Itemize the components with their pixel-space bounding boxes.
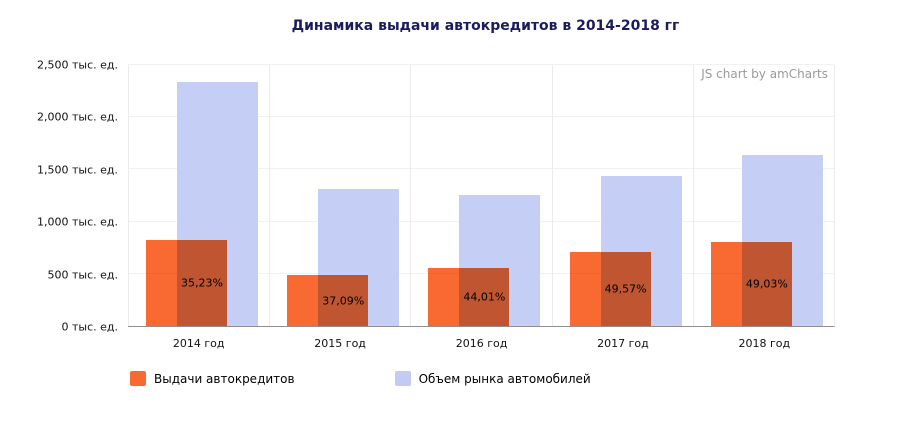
legend-marker: [130, 371, 146, 386]
bar-percentage-label: 49,03%: [745, 277, 788, 291]
chart-title: Динамика выдачи автокредитов в 2014-2018…: [291, 18, 680, 34]
x-axis: 2014 год 2015 год 2016 год 2017 год 2018 год: [128, 337, 835, 350]
category-cell: 49,57%: [551, 65, 693, 326]
bar-loans-issued[interactable]: [569, 251, 651, 326]
y-axis: 0 тыс. ед. 500 тыс. ед. 1,000 тыс. ед. 1,50…: [0, 59, 119, 334]
plot-area: JS chart by amCharts 35,23% 37,09% 44,01% 4…: [128, 64, 835, 327]
bar-percentage-label: 35,23%: [181, 276, 223, 290]
legend: Выдачи автокредитов Объем рынка автомобил…: [130, 371, 591, 386]
legend-item[interactable]: Выдачи автокредитов: [130, 371, 295, 386]
y-axis-label: 2,000 тыс. ед.: [37, 110, 118, 124]
gridline: [128, 168, 834, 170]
bar-percentage-label: 37,09%: [322, 294, 365, 308]
y-axis-label: 500 тыс. ед.: [47, 268, 119, 282]
amcharts-watermark-link[interactable]: JS chart by amCharts: [701, 67, 828, 81]
y-axis-label: 2,500 тыс. ед.: [37, 58, 118, 72]
bar-loans-issued[interactable]: [146, 240, 227, 326]
gridline: [128, 64, 834, 65]
x-axis-label: 2016 год: [455, 337, 508, 350]
bar-percentage-label: 44,01%: [463, 290, 506, 304]
legend-item[interactable]: Объем рынка автомобилей: [394, 371, 591, 386]
y-axis-label: 1,000 тыс. ед.: [37, 215, 118, 229]
legend-label: Выдачи автокредитов: [154, 371, 295, 386]
category-cell: 35,23%: [128, 65, 269, 326]
bar-loans-issued[interactable]: [710, 242, 792, 326]
y-axis-label: 1,500 тыс. ед.: [37, 163, 118, 177]
bar-percentage-label: 49,57%: [604, 282, 647, 296]
category-cell: 49,03%: [692, 65, 834, 326]
gridline: [128, 116, 834, 118]
bar-loans-issued[interactable]: [428, 268, 510, 326]
y-axis-label: 0 тыс. ед.: [61, 320, 119, 334]
bars-area: 35,23% 37,09% 44,01% 49,57% 49,03%: [128, 65, 834, 326]
category-cell: 37,09%: [269, 65, 410, 326]
x-axis-label: 2014 год: [172, 337, 225, 350]
legend-label: Объем рынка автомобилей: [418, 371, 591, 386]
category-cell: 44,01%: [410, 65, 551, 326]
legend-marker: [394, 371, 411, 386]
x-axis-label: 2015 год: [314, 337, 366, 350]
bar-loans-issued[interactable]: [287, 275, 369, 326]
x-axis-label: 2017 год: [597, 337, 649, 350]
x-axis-label: 2018 год: [738, 337, 791, 350]
